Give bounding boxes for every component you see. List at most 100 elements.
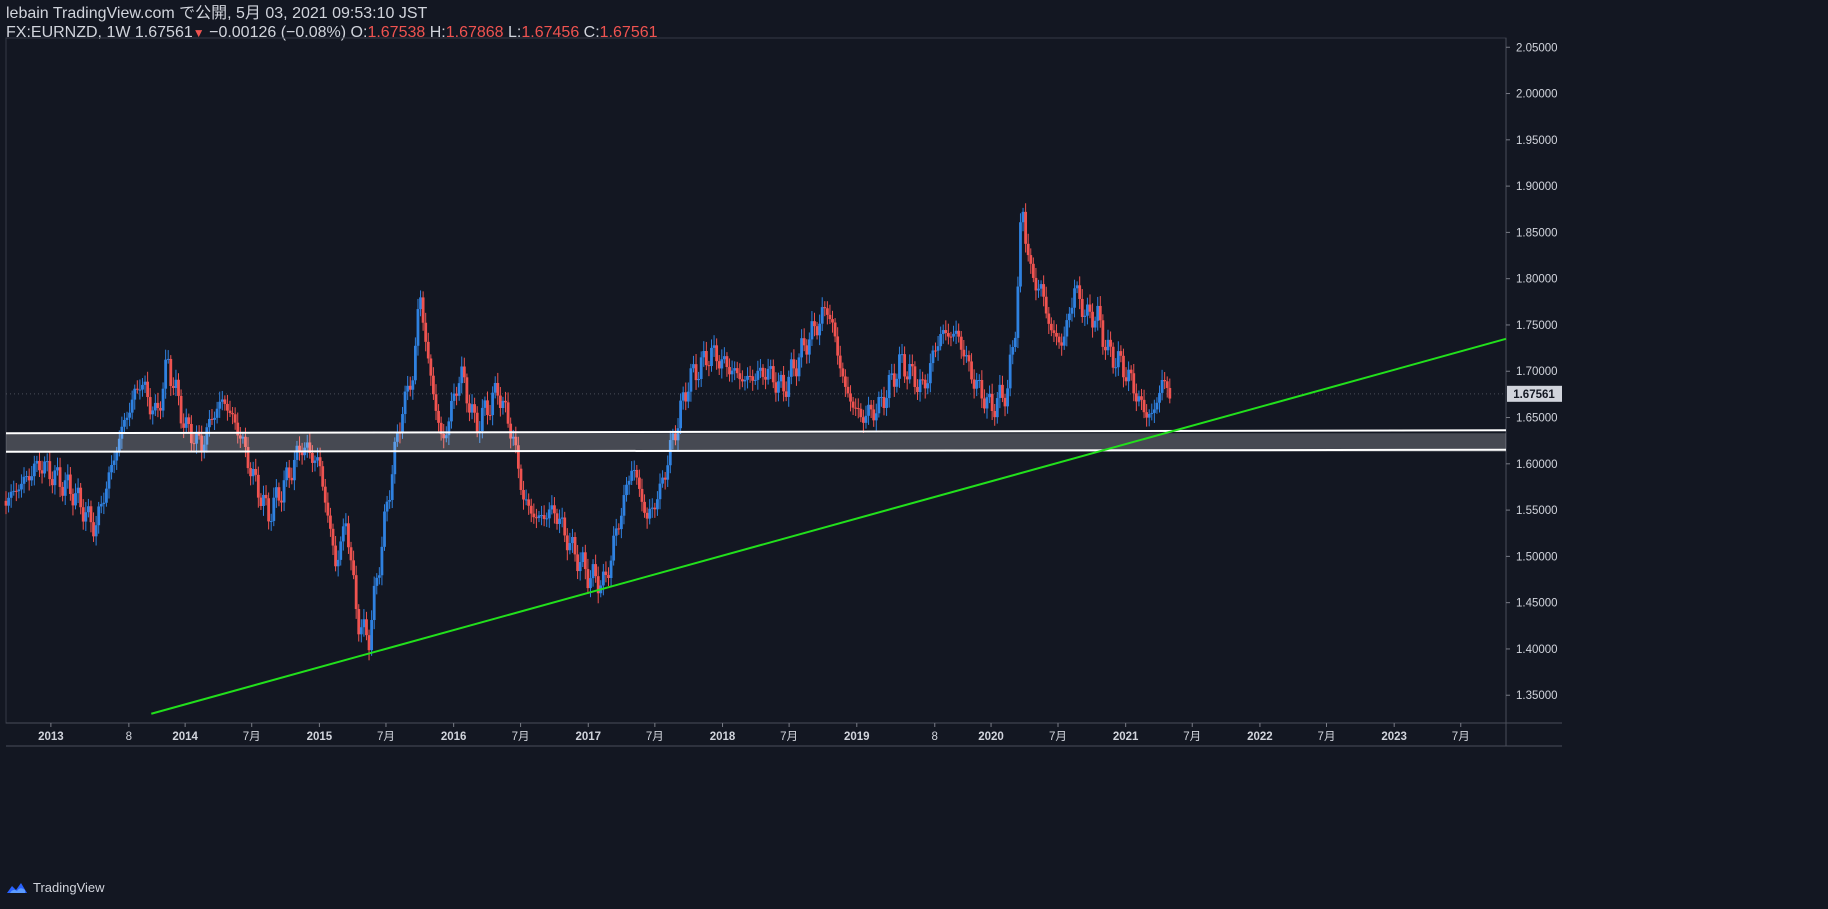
candle-body xyxy=(828,314,832,320)
candle-body xyxy=(846,386,850,394)
candle-body xyxy=(748,375,752,377)
candle-body xyxy=(403,391,407,415)
candle-body xyxy=(681,392,685,401)
candle-body xyxy=(50,479,54,486)
candle-body xyxy=(975,380,979,389)
candle-body xyxy=(202,444,206,452)
candle-body xyxy=(859,408,863,418)
candle-body xyxy=(583,552,587,570)
candle-body xyxy=(22,476,26,484)
candle-body xyxy=(637,477,641,489)
candle-body xyxy=(931,350,935,364)
candle-body xyxy=(635,469,639,478)
candle-body xyxy=(174,379,178,388)
candle-body xyxy=(117,438,121,452)
candle-body xyxy=(30,476,34,481)
time-tick-label: 7月 xyxy=(243,731,261,743)
candle-body xyxy=(1168,387,1172,399)
candle-body xyxy=(977,380,981,382)
candle-body xyxy=(14,490,18,492)
price-tick-label: 1.65000 xyxy=(1516,413,1558,425)
candle-body xyxy=(1083,315,1087,317)
candle-body xyxy=(68,474,72,494)
candle-body xyxy=(717,361,721,369)
candle-body xyxy=(658,483,662,500)
candle-body xyxy=(97,506,101,526)
candle-body xyxy=(244,436,247,447)
candle-body xyxy=(596,576,600,594)
candle-body xyxy=(800,338,804,358)
time-tick-label: 2014 xyxy=(172,731,198,743)
candle-body xyxy=(838,355,842,369)
candle-body xyxy=(795,368,798,377)
candle-body xyxy=(928,363,932,384)
candle-body xyxy=(99,504,103,507)
candle-body xyxy=(1029,255,1033,264)
candle-body xyxy=(524,499,528,501)
candle-body xyxy=(115,451,119,461)
candle-body xyxy=(571,536,574,544)
candle-body xyxy=(269,521,273,523)
candle-body xyxy=(550,505,554,510)
candle-body xyxy=(779,374,783,382)
candle-body xyxy=(983,398,986,409)
candle-body xyxy=(465,377,469,404)
candle-body xyxy=(1096,305,1100,321)
price-tick-label: 1.50000 xyxy=(1516,551,1558,563)
candle-body xyxy=(1062,336,1066,346)
time-tick-label: 2023 xyxy=(1381,731,1407,743)
candle-body xyxy=(563,517,567,536)
candle-body xyxy=(61,486,65,496)
candle-body xyxy=(1057,336,1061,343)
candle-body xyxy=(1060,342,1064,346)
candle-body xyxy=(7,497,10,506)
candle-body xyxy=(892,373,896,387)
time-tick-label: 2015 xyxy=(307,731,333,743)
candle-body xyxy=(267,498,271,522)
time-tick-label: 2013 xyxy=(38,731,64,743)
candle-body xyxy=(668,440,672,466)
price-tick-label: 1.85000 xyxy=(1516,227,1558,239)
candle-body xyxy=(411,380,415,390)
time-tick-label: 7月 xyxy=(646,731,664,743)
candle-body xyxy=(573,536,577,555)
candle-body xyxy=(171,386,175,388)
candle-body xyxy=(815,326,819,336)
candle-body xyxy=(146,381,150,398)
candle-body xyxy=(274,487,278,498)
candle-body xyxy=(452,393,456,401)
candle-body xyxy=(898,354,901,379)
candle-body xyxy=(305,442,309,448)
candle-body xyxy=(509,423,513,439)
candle-body xyxy=(939,334,943,347)
candle-body xyxy=(506,402,510,424)
candle-body xyxy=(1111,346,1115,368)
candle-body xyxy=(555,513,559,524)
candle-body xyxy=(107,472,111,489)
candle-body xyxy=(923,379,927,389)
candle-body xyxy=(957,330,961,337)
candle-body xyxy=(941,330,945,335)
candle-body xyxy=(32,463,36,477)
candle-body xyxy=(406,385,410,392)
candle-body xyxy=(707,365,711,367)
candle-body xyxy=(908,364,912,380)
candle-body xyxy=(341,526,345,542)
price-tick-label: 1.55000 xyxy=(1516,505,1558,517)
symbol-label[interactable]: FX:EURNZD, 1W xyxy=(6,24,131,41)
candle-body xyxy=(586,569,590,589)
candle-body xyxy=(311,452,314,463)
time-tick-label: 8 xyxy=(932,731,938,743)
candle-body xyxy=(295,445,299,460)
time-tick-label: 2021 xyxy=(1113,731,1139,743)
candle-body xyxy=(226,403,229,411)
candle-body xyxy=(35,460,39,464)
last-price: 1.67561 xyxy=(134,24,193,41)
candle-body xyxy=(625,484,628,496)
candle-body xyxy=(553,505,556,514)
candle-body xyxy=(1093,320,1097,328)
candle-body xyxy=(259,497,263,506)
candle-body xyxy=(733,368,737,371)
candle-body xyxy=(609,560,613,579)
